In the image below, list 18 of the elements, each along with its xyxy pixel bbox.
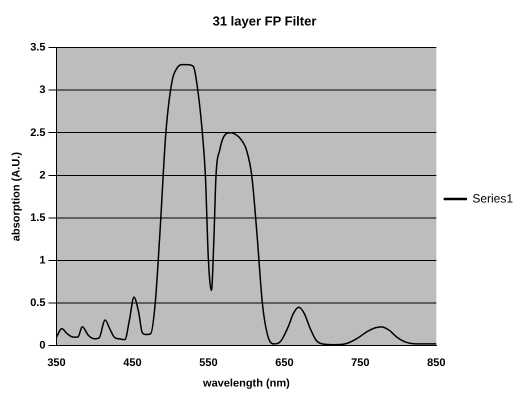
y-tick-label: 2	[39, 169, 46, 182]
y-tick-label: 0.5	[30, 297, 46, 310]
x-axis-title: wavelength (nm)	[202, 377, 290, 390]
y-tick-label: 1	[39, 254, 46, 266]
x-tick-label: 850	[427, 357, 446, 370]
y-tick-label: 1.5	[30, 212, 46, 224]
y-tick-label: 2.5	[30, 126, 46, 139]
x-tick-label: 350	[47, 357, 66, 370]
x-tick-label: 550	[199, 357, 218, 370]
y-tick-label: 3	[39, 84, 46, 96]
x-tick-label: 750	[351, 357, 370, 370]
legend-label: Series1	[472, 191, 514, 206]
x-tick-label: 450	[123, 357, 142, 370]
y-tick-label: 0	[39, 340, 46, 352]
x-tick-label: 650	[275, 357, 294, 370]
chart-title: 31 layer FP Filter	[212, 13, 316, 28]
y-axis-title: absorption (A.U.)	[10, 152, 23, 242]
y-tick-label: 3.5	[30, 42, 46, 54]
